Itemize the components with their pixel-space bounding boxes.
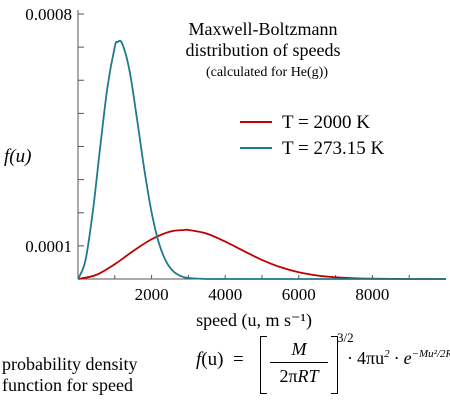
y-tick-label: 0.0008 [25,5,72,24]
formula-rest: ·4πu2·e−Mu²/2RT [343,348,450,369]
formula-term-exp: 2 [384,348,390,360]
x-tick-label: 6000 [282,285,316,304]
formula-exp-base: e [403,348,412,368]
series-line-1 [77,39,446,280]
formula-equals: = [233,349,244,370]
formula-block: probability density function for speed [0,340,450,408]
formula-denominator: 2πRT [270,365,328,387]
formula-den-coef: 2π [279,366,298,386]
legend-label-0: T = 2000 K [282,112,370,133]
x-tick-label: 4000 [208,285,242,304]
formula-fraction-bar [270,362,328,363]
formula-term: 4πu [357,348,385,368]
series-line-0 [77,228,447,280]
formula-exponent: −Mu²/2RT [411,348,450,360]
formula-caption-line-2: function for speed [2,375,133,395]
formula-numerator: M [291,339,307,359]
formula-lhs-f: f [196,349,202,370]
formula-fraction: M 2πRT [270,338,328,387]
x-tick-label: 2000 [135,285,169,304]
formula-power: 3/2 [337,330,354,345]
chart-title: Maxwell-Boltzmann [189,19,338,39]
formula-right-bracket [331,336,338,394]
y-tick-label: 0.0001 [25,237,72,256]
formula-dot-1: · [347,348,353,368]
x-axis-label: speed (u, m s⁻¹) [196,310,312,330]
formula-left-bracket [260,336,267,394]
formula-dot-2: · [393,348,400,368]
formula-den-vars: RT [297,366,319,386]
formula-lhs-arg: (u) [201,349,224,370]
formula-lhs: f(u) [196,349,223,371]
chart-subtitle: distribution of speeds [186,40,341,60]
chart: 2000 4000 6000 8000 0.0001 0.0008 Maxwell-Bol… [4,5,447,330]
x-tick-label: 8000 [355,285,389,304]
chart-note: (calculated for He(g)) [206,65,328,80]
formula-caption-line-1: probability density [2,354,138,374]
y-axis-label: f(u) [4,146,31,167]
legend-label-1: T = 273.15 K [282,138,384,159]
